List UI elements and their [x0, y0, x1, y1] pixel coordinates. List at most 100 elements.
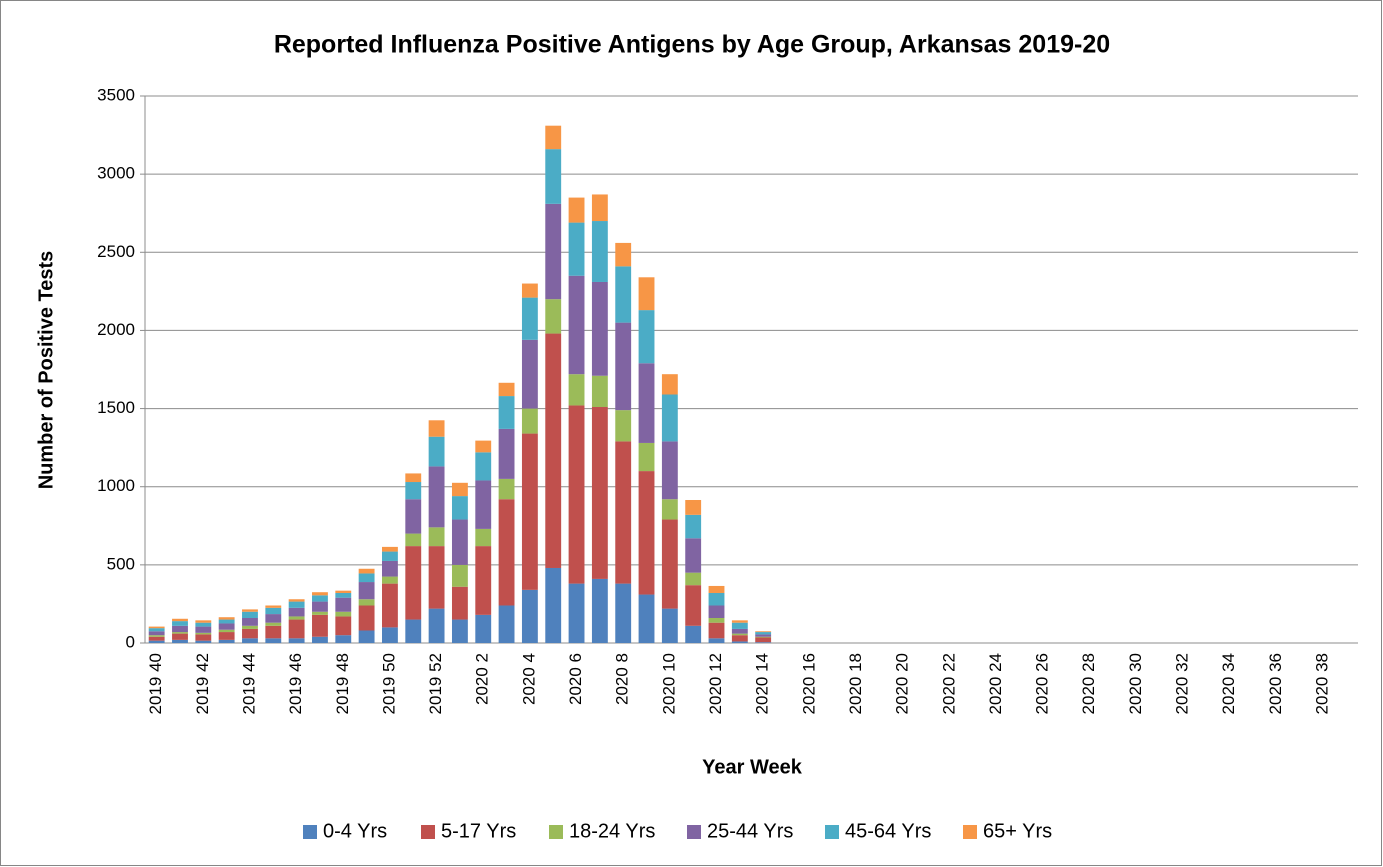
bar-segment [521, 339, 538, 409]
bar-segment [545, 567, 562, 643]
bar-segment [218, 632, 235, 640]
bar-segment [755, 631, 772, 633]
bar-segment [521, 408, 538, 434]
bar-segment [382, 546, 398, 552]
bar-segment [661, 608, 678, 643]
bar-segment [172, 621, 188, 626]
x-tick-label: 2020 10 [659, 653, 678, 714]
bar-segment [498, 382, 515, 397]
x-tick-label: 2020 30 [1126, 653, 1145, 714]
x-tick-label: 2019 50 [379, 653, 398, 714]
bar-segment [545, 125, 562, 150]
bar-segment [242, 625, 258, 629]
bar-segment [731, 620, 748, 623]
bar-segment [451, 519, 468, 565]
bar-segment [638, 594, 655, 643]
bar-segment [545, 149, 562, 204]
bar-segment [335, 597, 352, 612]
bar-segment [498, 478, 515, 500]
bar-segment [428, 436, 445, 467]
bar-segment [661, 519, 678, 609]
bar-segment [148, 628, 165, 632]
bar-segment [475, 528, 492, 547]
bar-segment [755, 636, 772, 638]
bar-segment [731, 628, 748, 634]
bar-segment [148, 636, 165, 641]
bar-segment [288, 638, 305, 643]
bar-segment [312, 595, 328, 602]
bar-segment [382, 627, 398, 643]
bar-segment [475, 546, 492, 615]
bar-segment [638, 277, 655, 311]
bar-segment [591, 578, 608, 643]
x-tick-label: 2020 36 [1266, 653, 1285, 714]
bar-segment [475, 480, 492, 529]
x-tick-label: 2020 32 [1173, 653, 1192, 714]
bar-segment [661, 374, 678, 395]
bar-segment [685, 572, 702, 586]
bar-segment [451, 496, 468, 520]
legend-swatch [687, 825, 701, 839]
bar-segment [685, 585, 702, 626]
bar-segment [615, 441, 632, 584]
x-tick-label: 2020 14 [753, 653, 772, 714]
bar-segment [615, 242, 632, 267]
x-tick-label: 2019 46 [286, 653, 305, 714]
bar-segment [172, 625, 188, 633]
bar-segment [521, 283, 538, 298]
bar-segment [405, 499, 422, 534]
bar-segment [312, 611, 328, 615]
bar-segment [195, 634, 212, 641]
bar-segment [218, 619, 235, 624]
bar-segment [405, 546, 422, 620]
bar-segment [475, 452, 492, 481]
bar-segment [242, 638, 258, 643]
bar-segment [218, 639, 235, 643]
bar-segment [498, 396, 515, 429]
bar-segment [568, 197, 585, 223]
bar-segment [451, 564, 468, 587]
bar-segment [288, 616, 305, 620]
bar-segment [382, 583, 398, 628]
x-tick-label: 2019 42 [193, 653, 212, 714]
x-tick-label: 2019 52 [426, 653, 445, 714]
bar-segment [428, 608, 445, 643]
bar-segment [335, 590, 352, 593]
bar-segment [755, 637, 772, 643]
bar-segment [265, 607, 282, 615]
legend-swatch [549, 825, 563, 839]
bar-segment [708, 638, 725, 643]
bar-segment [638, 310, 655, 364]
legend-label: 25-44 Yrs [707, 820, 793, 842]
bar-segment [545, 203, 562, 300]
bar-segment [195, 626, 212, 633]
bar-segment [218, 623, 235, 630]
legend-label: 5-17 Yrs [441, 820, 516, 842]
bar-segment [382, 560, 398, 577]
bar-segment [288, 599, 305, 602]
x-tick-label: 2020 2 [473, 653, 492, 705]
bar-segment [312, 601, 328, 612]
legend-label: 0-4 Yrs [323, 820, 387, 842]
bar-segment [731, 635, 748, 642]
y-tick-label: 2000 [97, 320, 135, 339]
bar-segment [195, 632, 212, 635]
bar-segment [148, 631, 165, 636]
bar-segment [685, 538, 702, 573]
bar-segment [265, 625, 282, 639]
y-tick-label: 2500 [97, 242, 135, 261]
bar-segment [755, 642, 772, 643]
bar-segment [218, 629, 235, 633]
bar-segment [312, 614, 328, 637]
y-tick-label: 1000 [97, 476, 135, 495]
bar-segment [172, 633, 188, 640]
bar-segment [382, 551, 398, 561]
bar-segment [475, 440, 492, 453]
y-tick-label: 3500 [97, 85, 135, 104]
bar-segment [708, 585, 725, 593]
bar-segment [755, 634, 772, 637]
bar-segment [568, 222, 585, 276]
x-tick-label: 2019 44 [239, 653, 258, 714]
y-tick-label: 500 [107, 554, 135, 573]
